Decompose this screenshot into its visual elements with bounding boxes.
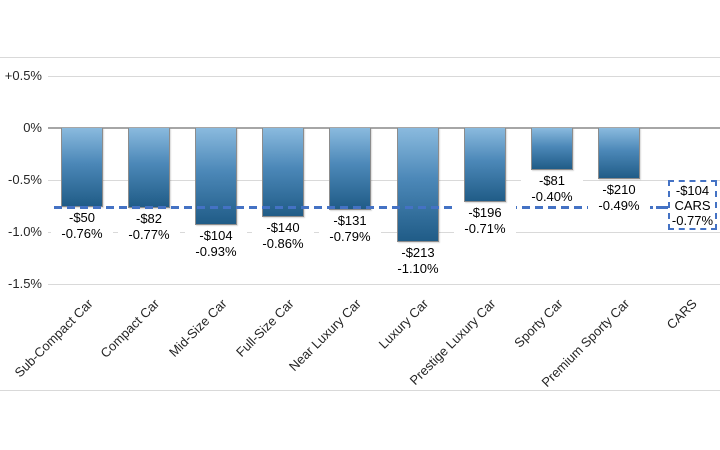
bar-value-label-line: -0.76% xyxy=(61,226,103,241)
x-axis-label: Sub-Compact Car xyxy=(11,296,96,381)
bar xyxy=(195,128,237,225)
bar-value-label-line: -$81 xyxy=(538,173,566,188)
x-axis-label: CARS xyxy=(663,296,700,333)
bar xyxy=(397,128,439,242)
bar xyxy=(128,128,170,208)
gridline xyxy=(48,76,720,77)
reference-line-dash xyxy=(656,206,668,209)
reference-line-dot xyxy=(650,206,653,209)
bar-value-label-line: -$131 xyxy=(333,213,367,228)
reference-dashed-line xyxy=(54,206,645,209)
cars-callout-name: CARS xyxy=(674,197,711,213)
cars-callout-pct: -0.77% xyxy=(671,212,714,228)
chart-top-border xyxy=(0,57,720,58)
bar xyxy=(262,128,304,217)
bar-value-label-line: -$213 xyxy=(401,245,435,260)
bar-value-label: -$131 -0.79% xyxy=(319,213,381,245)
bar xyxy=(598,128,640,179)
cars-callout-usd: -$104 xyxy=(675,182,710,198)
y-tick-label: -1.0% xyxy=(8,224,42,239)
gridline xyxy=(48,284,720,285)
bar-value-label: -$213 -1.10% xyxy=(387,245,449,277)
bar xyxy=(531,128,573,170)
gridline xyxy=(48,180,720,181)
x-axis-label: Sporty Car xyxy=(511,296,566,351)
bar-value-label-line: -$104 xyxy=(199,228,233,243)
bar-value-label-line: -$82 xyxy=(135,211,163,226)
bar xyxy=(464,128,506,202)
bar-value-label: -$140 -0.86% xyxy=(252,220,314,252)
bar-value-label-line: -1.10% xyxy=(397,261,439,276)
cars-average-callout-box: -$104 CARS -0.77% xyxy=(668,180,717,230)
y-tick-label: +0.5% xyxy=(4,68,42,83)
bar xyxy=(329,128,371,210)
bar-value-label-line: -$210 xyxy=(602,182,636,197)
x-axis-label: Luxury Car xyxy=(376,296,432,352)
bar xyxy=(61,128,103,207)
zero-axis-line xyxy=(48,127,720,129)
bar-value-label-line: -0.71% xyxy=(464,221,506,236)
x-axis-label: Compact Car xyxy=(97,296,163,361)
y-tick-label: -0.5% xyxy=(8,172,42,187)
gridline xyxy=(48,232,720,233)
bar-value-label-line: -0.40% xyxy=(531,189,573,204)
bar-value-label-line: -0.79% xyxy=(329,229,371,244)
bar-value-label-line: -0.77% xyxy=(128,227,170,242)
bar-value-label-line: -0.93% xyxy=(195,244,237,259)
x-axis-label: Near Luxury Car xyxy=(285,296,364,375)
bar-value-label: -$210 -0.49% xyxy=(588,182,650,214)
x-axis-label: Full-Size Car xyxy=(232,296,297,360)
bar-value-label-line: -0.49% xyxy=(598,198,640,213)
chart-bottom-border xyxy=(0,390,720,391)
x-axis-label: Mid-Size Car xyxy=(165,296,230,360)
y-tick-label: 0% xyxy=(23,120,42,135)
bar-value-label: -$81 -0.40% xyxy=(521,173,583,205)
bar-value-label-line: -$50 xyxy=(68,210,96,225)
bar-value-label: -$50 -0.76% xyxy=(51,210,113,242)
bar-value-label-line: -$140 xyxy=(266,220,300,235)
bar-value-label: -$82 -0.77% xyxy=(118,211,180,243)
bar-value-label: -$104 -0.93% xyxy=(185,228,247,260)
bar-value-label-line: -$196 xyxy=(468,205,502,220)
bar-value-label-line: -0.86% xyxy=(262,236,304,251)
bar-value-label: -$196 -0.71% xyxy=(454,205,516,237)
y-tick-label: -1.5% xyxy=(8,276,42,291)
